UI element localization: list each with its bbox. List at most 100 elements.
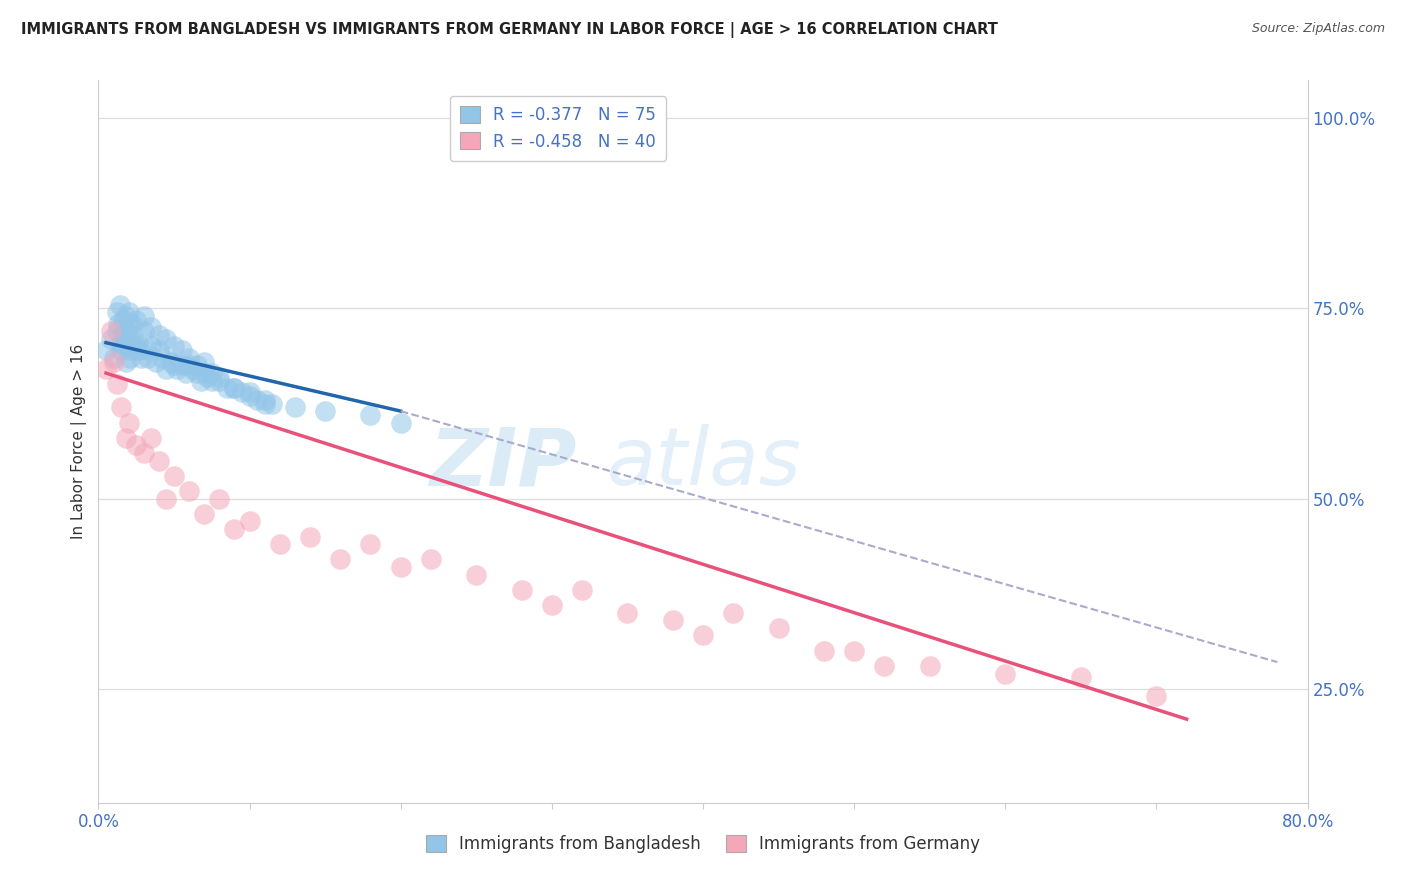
Point: [128, 343, 150, 358]
Point: [114, 431, 136, 445]
Point: [918, 659, 941, 673]
Point: [111, 313, 134, 327]
Point: [163, 468, 186, 483]
Point: [111, 328, 134, 343]
Point: [723, 606, 745, 620]
Point: [389, 416, 412, 430]
Point: [145, 354, 167, 368]
Point: [118, 305, 141, 319]
Point: [110, 335, 132, 350]
Point: [692, 628, 714, 642]
Point: [108, 298, 131, 312]
Point: [105, 305, 128, 319]
Point: [100, 324, 122, 338]
Point: [114, 324, 136, 338]
Point: [269, 537, 291, 551]
Point: [246, 392, 269, 407]
Point: [994, 666, 1017, 681]
Point: [94, 362, 117, 376]
Point: [239, 385, 262, 400]
Point: [136, 351, 159, 365]
Point: [262, 396, 284, 410]
Point: [103, 354, 125, 368]
Point: [873, 659, 896, 673]
Point: [132, 309, 155, 323]
Point: [208, 374, 231, 388]
Point: [284, 401, 307, 415]
Point: [179, 483, 201, 498]
Point: [100, 332, 122, 346]
Point: [155, 362, 177, 376]
Point: [163, 359, 186, 373]
Point: [768, 621, 790, 635]
Point: [420, 552, 443, 566]
Point: [299, 530, 322, 544]
Point: [540, 598, 562, 612]
Point: [190, 374, 212, 388]
Point: [141, 320, 163, 334]
Point: [105, 377, 128, 392]
Point: [253, 392, 276, 407]
Point: [360, 408, 382, 422]
Legend: Immigrants from Bangladesh, Immigrants from Germany: Immigrants from Bangladesh, Immigrants f…: [419, 828, 987, 860]
Point: [125, 339, 148, 353]
Point: [118, 317, 141, 331]
Point: [132, 446, 155, 460]
Point: [329, 552, 352, 566]
Point: [208, 491, 231, 506]
Point: [186, 366, 208, 380]
Point: [120, 351, 142, 365]
Point: [813, 643, 835, 657]
Point: [148, 328, 170, 343]
Point: [148, 453, 170, 467]
Point: [112, 339, 135, 353]
Point: [114, 309, 136, 323]
Point: [110, 401, 132, 415]
Point: [118, 343, 141, 358]
Point: [103, 351, 125, 365]
Point: [193, 354, 215, 368]
Point: [121, 317, 143, 331]
Point: [179, 351, 201, 365]
Point: [186, 359, 208, 373]
Y-axis label: In Labor Force | Age > 16: In Labor Force | Age > 16: [72, 344, 87, 539]
Point: [114, 354, 136, 368]
Point: [141, 431, 163, 445]
Point: [360, 537, 382, 551]
Point: [571, 582, 593, 597]
Point: [135, 343, 157, 358]
Point: [314, 404, 336, 418]
Point: [181, 362, 204, 376]
Point: [107, 317, 129, 331]
Point: [193, 366, 215, 380]
Point: [163, 339, 186, 353]
Point: [253, 396, 276, 410]
Point: [170, 343, 193, 358]
Point: [125, 313, 148, 327]
Point: [150, 351, 173, 365]
Point: [179, 359, 201, 373]
Point: [121, 339, 143, 353]
Point: [224, 522, 246, 536]
Point: [105, 324, 128, 338]
Text: atlas: atlas: [606, 425, 801, 502]
Point: [224, 381, 246, 395]
Point: [1144, 690, 1167, 704]
Point: [141, 339, 163, 353]
Text: IMMIGRANTS FROM BANGLADESH VS IMMIGRANTS FROM GERMANY IN LABOR FORCE | AGE > 16 : IMMIGRANTS FROM BANGLADESH VS IMMIGRANTS…: [21, 22, 998, 38]
Point: [155, 491, 177, 506]
Point: [616, 606, 638, 620]
Point: [174, 366, 197, 380]
Point: [208, 370, 231, 384]
Point: [195, 370, 218, 384]
Point: [148, 343, 170, 358]
Point: [170, 359, 193, 373]
Point: [193, 507, 215, 521]
Text: Source: ZipAtlas.com: Source: ZipAtlas.com: [1251, 22, 1385, 36]
Point: [110, 343, 132, 358]
Point: [224, 381, 246, 395]
Point: [118, 416, 141, 430]
Point: [844, 643, 866, 657]
Point: [389, 560, 412, 574]
Point: [127, 335, 149, 350]
